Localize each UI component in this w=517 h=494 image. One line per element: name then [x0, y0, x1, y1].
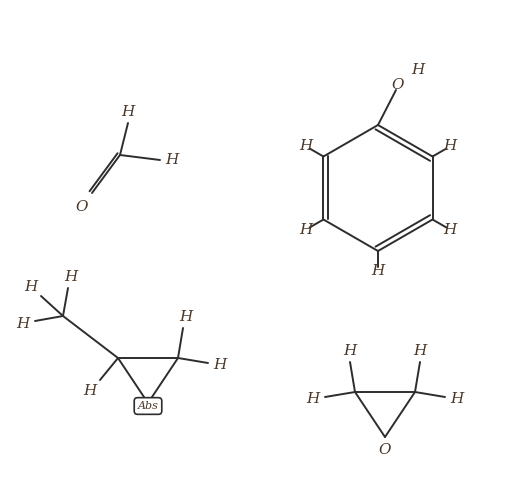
Text: H: H — [121, 105, 134, 119]
Text: Abs: Abs — [138, 401, 158, 411]
Text: H: H — [343, 344, 357, 358]
Text: H: H — [83, 384, 97, 398]
Text: O: O — [392, 78, 404, 92]
Text: O: O — [379, 443, 391, 457]
Text: H: H — [299, 222, 313, 237]
Text: H: H — [443, 222, 457, 237]
Text: H: H — [179, 310, 193, 324]
Text: H: H — [307, 392, 320, 406]
Text: H: H — [24, 280, 38, 294]
Text: H: H — [17, 317, 29, 331]
Text: H: H — [450, 392, 464, 406]
Text: H: H — [65, 270, 78, 284]
Text: H: H — [214, 358, 226, 372]
Text: H: H — [299, 139, 313, 154]
Text: H: H — [371, 264, 385, 278]
Text: H: H — [165, 153, 179, 167]
Text: H: H — [443, 139, 457, 154]
Text: H: H — [414, 344, 427, 358]
Text: H: H — [412, 63, 424, 77]
Text: O: O — [76, 200, 88, 214]
